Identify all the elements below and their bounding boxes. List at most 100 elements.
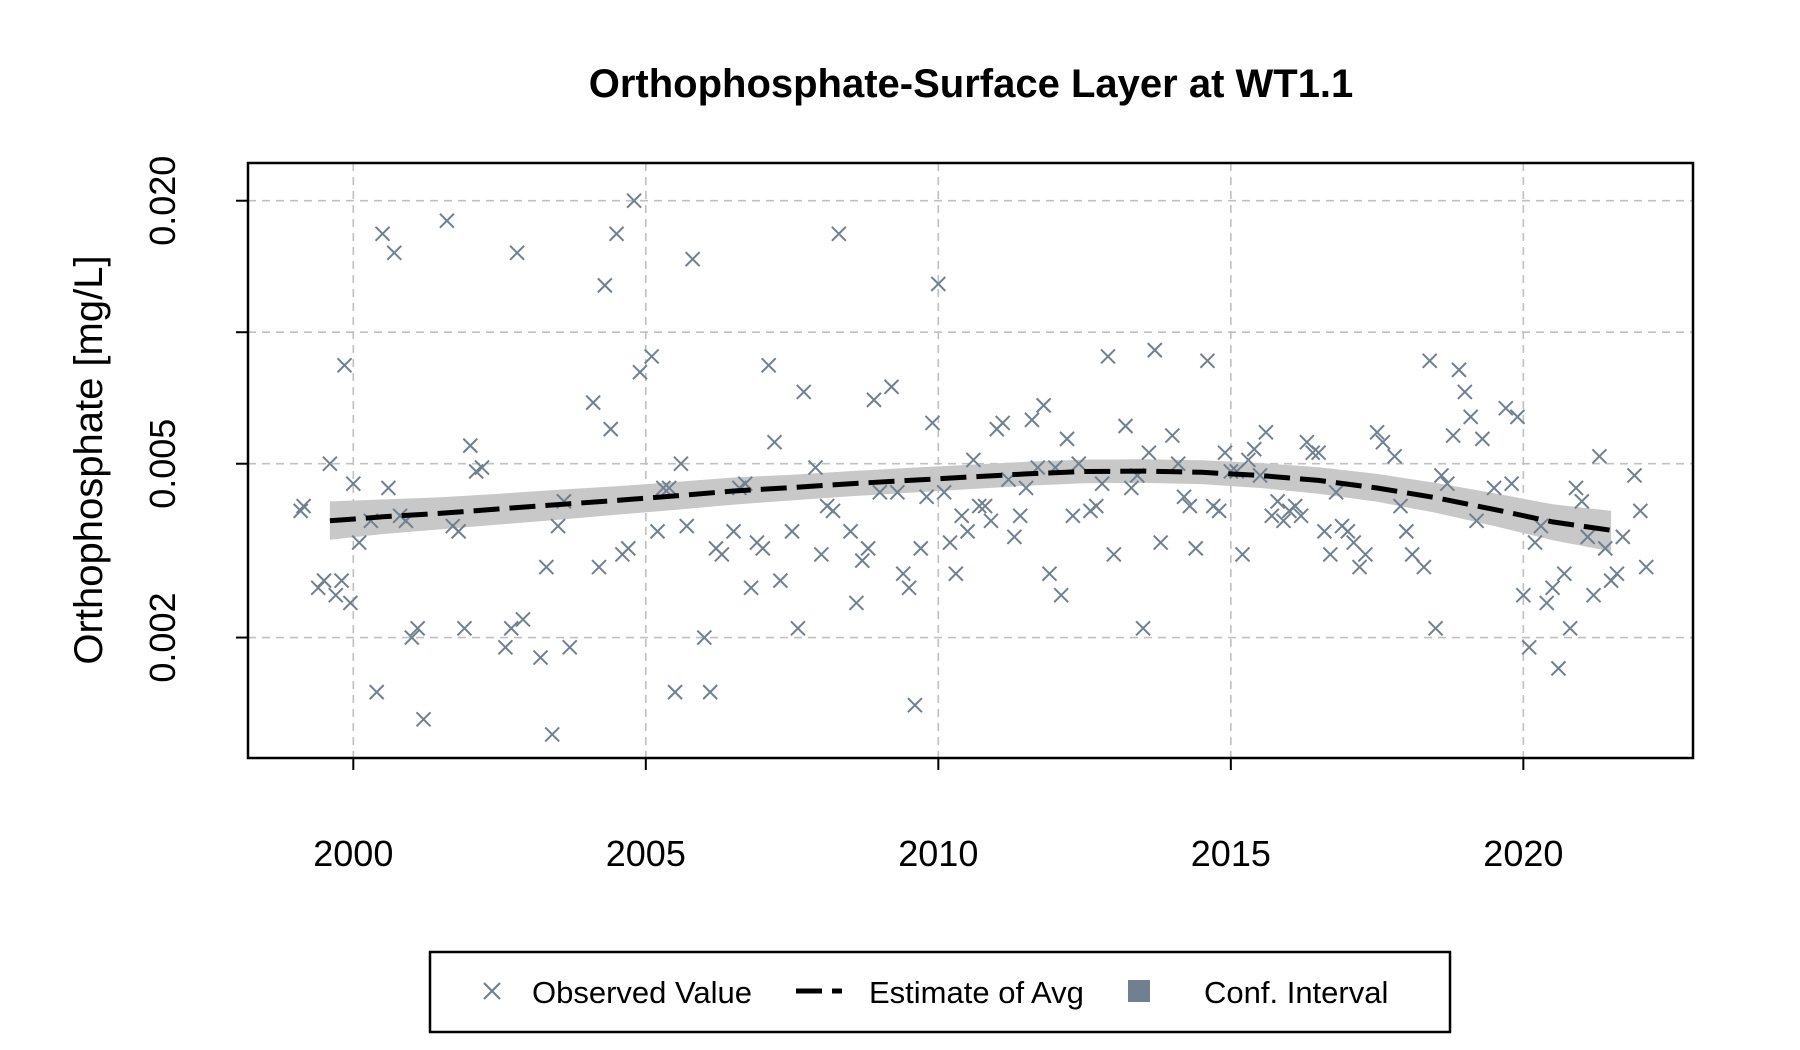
observed-point [1427, 620, 1444, 637]
observed-point [684, 251, 701, 267]
observed-point [1515, 587, 1532, 603]
observed-point [1574, 493, 1590, 510]
observed-point [1252, 467, 1268, 484]
observed-point [1556, 566, 1573, 582]
observed-point [368, 684, 385, 700]
observed-point [725, 523, 742, 540]
observed-point [1345, 534, 1362, 551]
observed-point [1357, 546, 1374, 563]
observed-point [1141, 444, 1157, 461]
observed-point [1369, 424, 1385, 441]
observed-point [1287, 498, 1303, 514]
observed-point [1310, 444, 1327, 461]
observed-point [866, 392, 882, 408]
observed-point [1533, 518, 1549, 534]
observed-point [1182, 498, 1198, 514]
observed-point [1486, 480, 1502, 496]
observed-point [1609, 566, 1625, 582]
observed-point [1462, 409, 1479, 425]
observed-point [1585, 587, 1602, 603]
observed-point [550, 518, 566, 534]
observed-point [591, 559, 607, 575]
observed-point [603, 421, 619, 437]
observed-point [965, 452, 982, 468]
observed-point [1264, 508, 1280, 524]
observed-point [1632, 503, 1649, 519]
observed-point [643, 348, 660, 365]
observed-point [450, 523, 467, 540]
observed-point [292, 503, 309, 519]
observed-point [1211, 503, 1227, 519]
legend-box [428, 950, 1452, 1034]
observed-point [1100, 348, 1116, 365]
observed-point [1351, 559, 1368, 575]
observed-point [936, 484, 952, 501]
observed-point [649, 523, 666, 540]
observed-point [1152, 534, 1169, 551]
observed-point [295, 498, 312, 514]
observed-point [1439, 476, 1455, 492]
observed-point [1457, 384, 1473, 400]
observed-point [907, 697, 923, 713]
observed-point [380, 480, 397, 496]
observed-point [1305, 444, 1321, 461]
observed-point [994, 415, 1011, 431]
observed-point [1188, 540, 1204, 557]
observed-point [1275, 513, 1292, 529]
observed-point [1176, 489, 1192, 505]
observed-point [1433, 467, 1450, 484]
observed-point [1340, 523, 1356, 540]
observed-point [333, 572, 350, 589]
observed-point [1293, 508, 1309, 524]
legend: Observed Value Estimate of Avg Conf. Int… [428, 950, 1452, 1034]
observed-point [790, 620, 806, 637]
x-tick-label-3: 2015 [1191, 833, 1271, 874]
observed-point [924, 415, 941, 431]
legend-observed-label: Observed Value [532, 975, 752, 1010]
observed-point [696, 629, 713, 646]
observed-point [872, 484, 888, 501]
x-tick-label-4: 2020 [1483, 833, 1563, 874]
y-axis-label: Orthophosphate [mg/L] [67, 255, 111, 664]
observed-point [1199, 353, 1216, 369]
observed-point [848, 595, 865, 611]
observed-point [1404, 546, 1420, 563]
observed-point [679, 518, 695, 534]
observed-point [544, 726, 560, 743]
observed-point [854, 552, 870, 569]
observed-point [1527, 534, 1543, 551]
observed-point [1106, 546, 1122, 563]
observed-point [807, 459, 824, 476]
observed-point [1246, 441, 1262, 457]
observed-point [1498, 400, 1514, 416]
observed-point [336, 357, 353, 374]
legend-square-marker [1128, 980, 1150, 1002]
observed-point [1392, 498, 1409, 514]
observed-point [1509, 409, 1526, 425]
grid [248, 163, 1693, 758]
observed-point [1597, 540, 1613, 557]
observed-point [702, 684, 718, 700]
observed-point [503, 620, 519, 637]
observed-point [714, 546, 730, 563]
observed-point [608, 226, 625, 242]
observed-point [1012, 508, 1028, 524]
conf-interval-band [329, 459, 1612, 552]
observed-point [1615, 529, 1631, 545]
observed-point [562, 639, 578, 655]
observed-point [1164, 427, 1181, 444]
observed-point [404, 629, 420, 646]
observed-point [895, 566, 911, 582]
observed-point [415, 711, 432, 727]
observed-point [1094, 476, 1110, 492]
observed-point [772, 572, 789, 589]
observed-point [626, 193, 642, 209]
observed-point [1386, 448, 1403, 464]
observed-point [1065, 508, 1081, 524]
observed-point [977, 498, 993, 514]
observed-point [345, 476, 362, 492]
observed-point [930, 276, 947, 292]
observed-point [1258, 424, 1274, 441]
observed-point [1035, 397, 1052, 414]
